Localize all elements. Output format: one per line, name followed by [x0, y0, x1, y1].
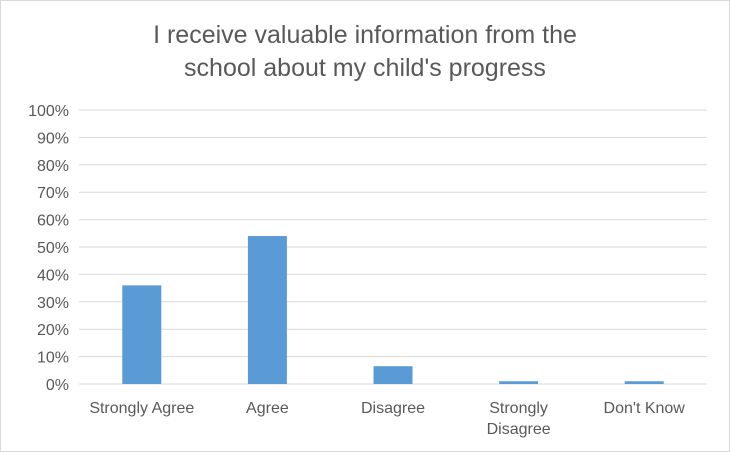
y-tick-label: 30% [37, 295, 69, 312]
x-tick-label: Strongly [489, 400, 548, 417]
y-tick-label: 20% [37, 322, 69, 339]
x-tick-label: Don't Know [604, 400, 686, 417]
y-tick-label: 10% [37, 350, 69, 367]
bar [373, 366, 413, 384]
chart-title-line-1: I receive valuable information from the [153, 21, 577, 49]
bar [122, 285, 162, 384]
y-tick-label: 60% [37, 213, 69, 230]
chart-title-line-2: school about my child's progress [184, 54, 546, 82]
y-tick-label: 100% [28, 103, 69, 120]
y-tick-label: 50% [37, 240, 69, 257]
bar [499, 381, 539, 384]
y-tick-label: 90% [37, 130, 69, 147]
bar [247, 236, 287, 384]
x-tick-label: Disagree [361, 400, 425, 417]
chart-title: I receive valuable information from the … [1, 19, 729, 85]
y-tick-label: 70% [37, 185, 69, 202]
x-tick-label: Disagree [487, 421, 551, 438]
y-tick-label: 80% [37, 158, 69, 175]
y-tick-label: 0% [46, 377, 69, 394]
y-tick-label: 40% [37, 267, 69, 284]
x-tick-label: Strongly Agree [89, 400, 194, 417]
bar [624, 381, 664, 384]
x-tick-label: Agree [246, 400, 289, 417]
